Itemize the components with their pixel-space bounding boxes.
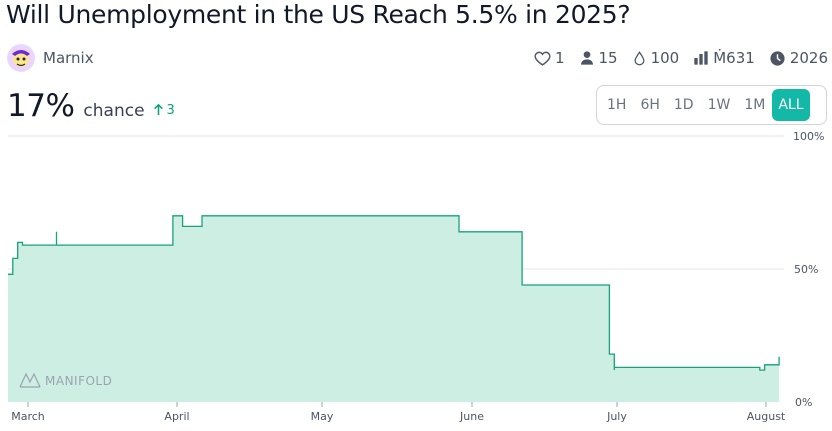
- author-name[interactable]: Marnix: [43, 49, 94, 67]
- x-tick-label: July: [606, 410, 627, 423]
- probability-line: [8, 215, 780, 371]
- y-tick-label: 0%: [795, 396, 812, 409]
- volume-amount: Ṁ631: [713, 49, 755, 67]
- x-tick-label: June: [459, 410, 484, 423]
- user-icon: [580, 51, 593, 65]
- range-button-1d[interactable]: 1D: [673, 97, 694, 113]
- probability-value: 17%: [7, 88, 75, 124]
- probability-area: [8, 215, 780, 402]
- probability-chart[interactable]: 100% 50% 0% March April May June July Au…: [0, 128, 832, 431]
- probability-change-value: 3: [166, 102, 175, 118]
- x-tick-label: April: [164, 410, 189, 423]
- manifold-watermark: MANIFOLD: [19, 372, 112, 388]
- arrow-up-icon: [153, 104, 163, 116]
- range-button-1h[interactable]: 1H: [607, 97, 627, 113]
- watermark-text: MANIFOLD: [45, 374, 112, 388]
- range-button-1w[interactable]: 1W: [707, 97, 731, 113]
- avatar[interactable]: [7, 44, 35, 72]
- x-axis: March April May June July August: [11, 402, 786, 423]
- bar-chart-icon: [694, 51, 708, 65]
- x-tick-label: August: [747, 410, 786, 423]
- probability-display: 17% chance 3: [7, 88, 175, 124]
- time-range-selector: 1H 6H 1D 1W 1M ALL: [596, 85, 827, 125]
- close-date-stat[interactable]: 2026: [769, 49, 828, 67]
- probability-label: chance: [83, 101, 145, 121]
- x-tick-label: March: [11, 410, 45, 423]
- close-year: 2026: [789, 49, 828, 67]
- y-tick-label: 100%: [793, 130, 824, 143]
- range-button-all[interactable]: ALL: [772, 89, 810, 121]
- volume-stat[interactable]: Ṁ631: [693, 49, 755, 67]
- range-button-1m[interactable]: 1M: [744, 97, 766, 113]
- droplet-icon: [634, 50, 645, 65]
- market-title: Will Unemployment in the US Reach 5.5% i…: [6, 0, 631, 29]
- liquidity-stat[interactable]: 100: [632, 49, 680, 67]
- liquidity-amount: 100: [650, 49, 680, 67]
- market-stats: 1 15 100 Ṁ631 2026: [520, 47, 828, 69]
- y-tick-label: 50%: [794, 263, 818, 276]
- manifold-logo-icon: [19, 372, 41, 388]
- likes-stat[interactable]: 1: [534, 49, 565, 67]
- x-tick-label: May: [311, 410, 334, 423]
- traders-stat[interactable]: 15: [579, 49, 618, 67]
- heart-icon: [534, 51, 551, 66]
- clock-icon: [770, 50, 785, 66]
- traders-count: 15: [598, 49, 618, 67]
- probability-change: 3: [153, 103, 175, 118]
- author[interactable]: Marnix: [7, 44, 94, 72]
- likes-count: 1: [554, 49, 565, 67]
- range-button-6h[interactable]: 6H: [640, 97, 660, 113]
